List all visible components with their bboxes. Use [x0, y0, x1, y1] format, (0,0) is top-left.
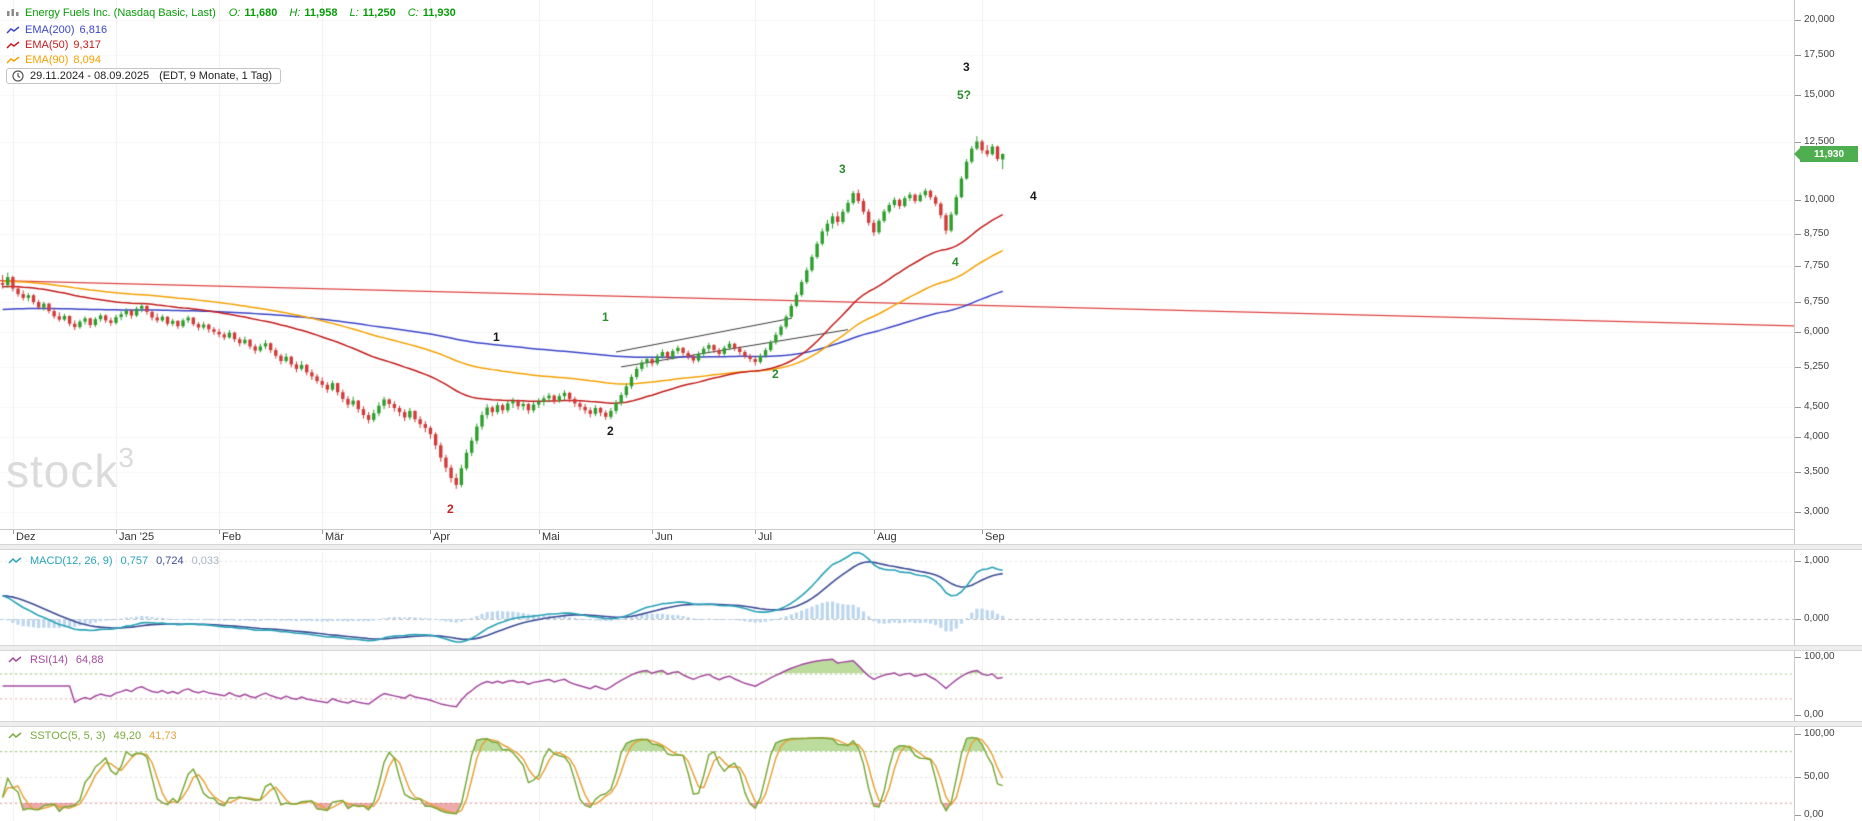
ema50-label: EMA(50): [25, 39, 69, 51]
sstoc-legend[interactable]: SSTOC(5, 5, 3) 49,20 41,73: [8, 730, 177, 742]
candlestick-icon: [7, 9, 19, 16]
ema200-label: EMA(200): [25, 24, 75, 36]
open-value: 11,680: [244, 7, 278, 19]
rsi-legend[interactable]: RSI(14) 64,88: [8, 654, 103, 666]
instrument-header: Energy Fuels Inc. (Nasdaq Basic, Last) O…: [6, 6, 456, 20]
ema200-value: 6,816: [79, 24, 108, 36]
rsi-line-icon: [8, 656, 22, 663]
date-range-zone: (EDT, 9 Monate, 1 Tag): [159, 70, 272, 82]
ema50-line-icon: [6, 41, 20, 49]
panel-resize-handle-rsi[interactable]: [0, 645, 1862, 651]
ema90-label: EMA(90): [25, 54, 69, 66]
close-label: C:: [407, 7, 419, 19]
overlay-legend-ema90[interactable]: EMA(90) 8,094: [6, 53, 101, 67]
macd-hist-value: 0,033: [191, 555, 220, 567]
sstoc-line-icon: [8, 732, 22, 739]
instrument-title[interactable]: Energy Fuels Inc. (Nasdaq Basic, Last): [25, 7, 216, 19]
high-value: 11,958: [304, 7, 338, 19]
price-axis[interactable]: [1794, 0, 1862, 821]
date-range-pill[interactable]: 29.11.2024 - 08.09.2025 (EDT, 9 Monate, …: [6, 68, 281, 84]
close-value: 11,930: [422, 7, 456, 19]
low-label: L:: [349, 7, 359, 19]
macd-signal-value: 0,724: [156, 555, 184, 567]
low-value: 11,250: [362, 7, 396, 19]
watermark-sup: 3: [118, 441, 135, 473]
rsi-label: RSI(14): [30, 654, 68, 666]
last-price-badge: 11,930: [1794, 146, 1858, 162]
macd-legend[interactable]: MACD(12, 26, 9) 0,757 0,724 0,033: [8, 555, 219, 567]
macd-value: 0,757: [120, 555, 149, 567]
overlay-legend-ema50[interactable]: EMA(50) 9,317: [6, 38, 101, 52]
sstoc-d-value: 41,73: [149, 730, 177, 742]
time-axis[interactable]: [0, 529, 1794, 544]
watermark-text: stock: [6, 445, 119, 497]
panel-resize-handle-sstoc[interactable]: [0, 721, 1862, 727]
sstoc-label: SSTOC(5, 5, 3): [30, 730, 106, 742]
stock3-watermark: stock3: [6, 441, 135, 498]
high-label: H:: [289, 7, 301, 19]
open-label: O:: [228, 7, 241, 19]
ema90-line-icon: [6, 56, 20, 64]
date-range-text: 29.11.2024 - 08.09.2025: [30, 70, 150, 82]
rsi-value: 64,88: [75, 654, 104, 666]
ohlc-readout: O: 11,680 H: 11,958 L: 11,250 C: 11,930: [229, 7, 456, 19]
ema90-value: 8,094: [73, 54, 101, 66]
last-price-value: 11,930: [1813, 148, 1845, 160]
overlay-legend-ema200[interactable]: EMA(200) 6,816: [6, 23, 107, 37]
ema200-line-icon: [6, 26, 20, 34]
panel-resize-handle-macd[interactable]: [0, 544, 1862, 550]
clock-icon: [12, 70, 24, 82]
sstoc-k-value: 49,20: [113, 730, 142, 742]
macd-label: MACD(12, 26, 9): [30, 555, 113, 567]
macd-line-icon: [8, 557, 22, 564]
ema50-value: 9,317: [73, 39, 101, 51]
